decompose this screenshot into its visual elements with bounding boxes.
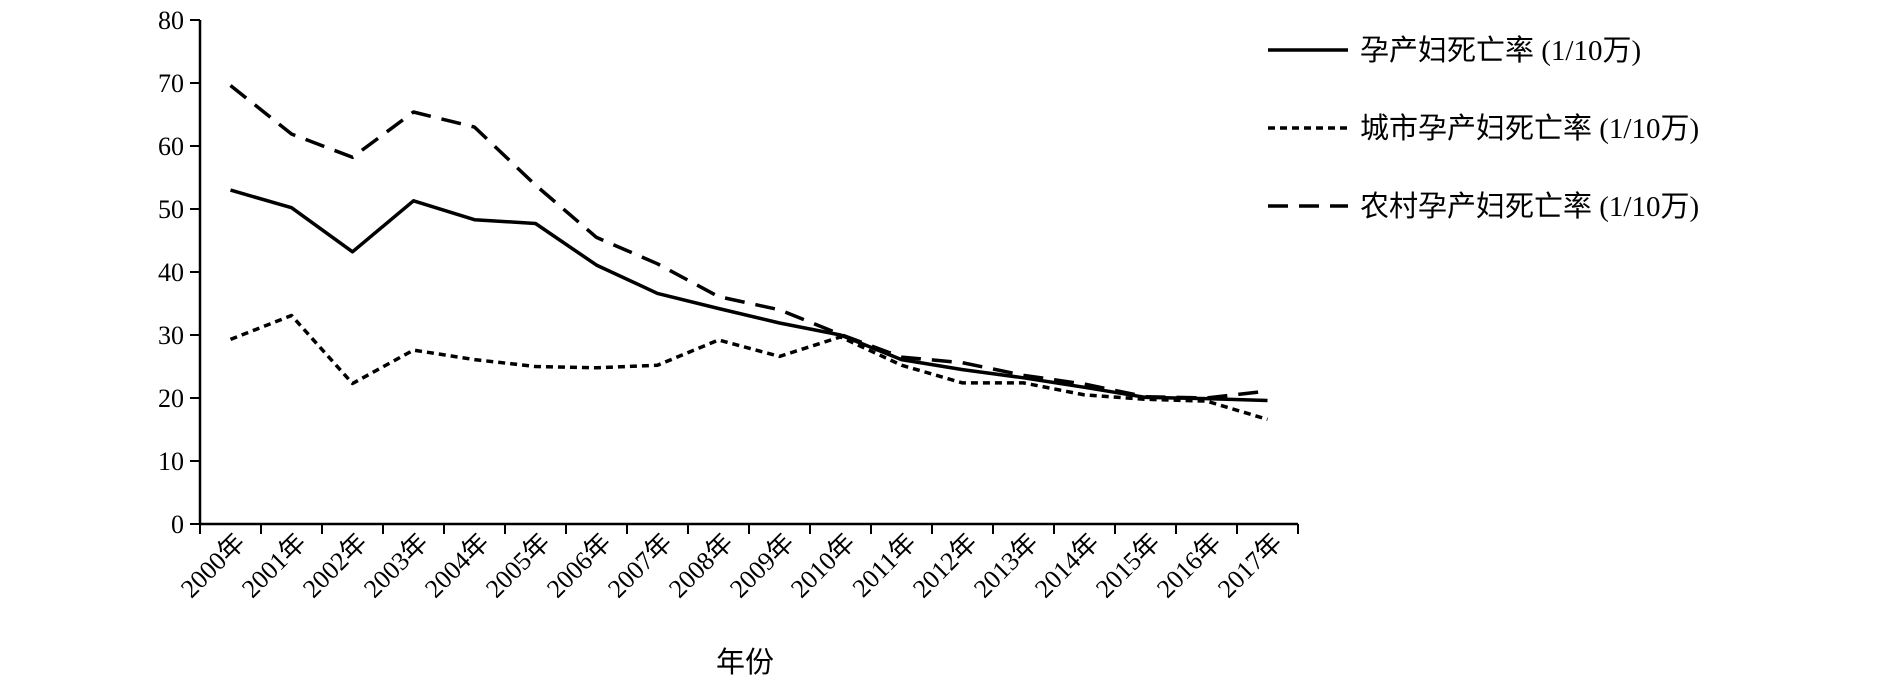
x-tick-label: 2003年 — [358, 528, 434, 604]
y-tick-label: 20 — [158, 384, 184, 413]
x-tick-label: 2006年 — [541, 528, 617, 604]
legend-label-2: 农村孕产妇死亡率 (1/10万) — [1360, 190, 1699, 223]
y-tick-label: 10 — [158, 447, 184, 476]
x-tick-label: 2005年 — [480, 528, 556, 604]
y-tick-label: 30 — [158, 321, 184, 350]
legend-label-1: 城市孕产妇死亡率 (1/10万) — [1360, 112, 1699, 145]
x-tick-label: 2012年 — [907, 528, 983, 604]
x-tick-label: 2008年 — [663, 528, 739, 604]
y-tick-label: 70 — [158, 69, 184, 98]
x-tick-label: 2004年 — [419, 528, 495, 604]
y-tick-label: 60 — [158, 132, 184, 161]
y-tick-label: 50 — [158, 195, 184, 224]
x-tick-label: 2014年 — [1029, 528, 1105, 604]
y-tick-label: 40 — [158, 258, 184, 287]
series-line-0 — [230, 188, 1268, 403]
x-tick-label: 2002年 — [297, 528, 373, 604]
x-axis-title: 年份 — [716, 646, 774, 679]
x-tick-label: 2009年 — [724, 528, 800, 604]
x-tick-label: 2015年 — [1090, 528, 1166, 604]
x-tick-label: 2011年 — [847, 528, 922, 603]
x-tick-label: 2001年 — [236, 528, 312, 604]
y-tick-label: 0 — [171, 510, 184, 539]
legend-label-0: 孕产妇死亡率 (1/10万) — [1360, 34, 1641, 67]
x-tick-label: 2013年 — [968, 528, 1044, 604]
x-tick-label: 2017年 — [1212, 528, 1288, 604]
chart-axes — [198, 20, 1298, 526]
y-axis-ticks: 0 10 20 30 40 50 60 70 80 — [158, 6, 200, 539]
x-tick-label: 2010年 — [785, 528, 861, 604]
x-axis-ticks: 2000年2001年2002年2003年2004年2005年2006年2007年… — [175, 524, 1299, 604]
x-tick-label: 2007年 — [602, 528, 678, 604]
x-tick-label: 2000年 — [175, 528, 251, 604]
chart-legend: 孕产妇死亡率 (1/10万) 城市孕产妇死亡率 (1/10万) 农村孕产妇死亡率 (… — [1268, 34, 1699, 223]
chart-series — [229, 84, 1269, 422]
series-line-2 — [229, 84, 1268, 400]
series-line-1 — [229, 313, 1269, 422]
y-tick-label: 80 — [158, 6, 184, 35]
x-tick-label: 2016年 — [1151, 528, 1227, 604]
